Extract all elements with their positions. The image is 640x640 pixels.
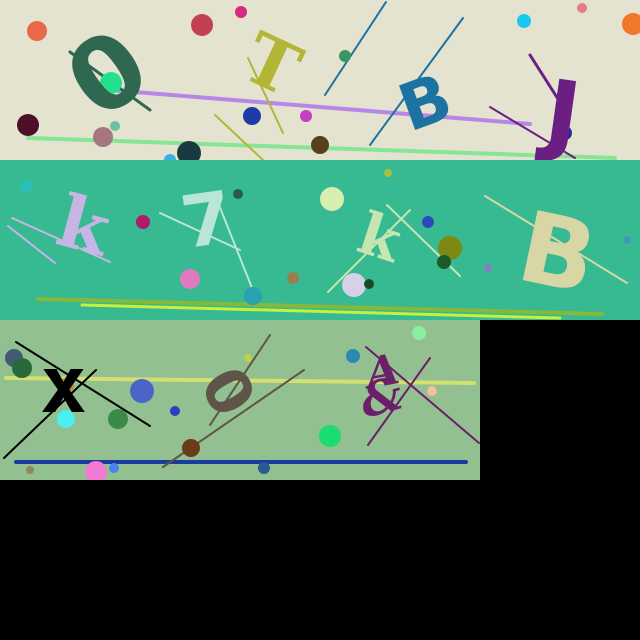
- noise-lines: [7, 194, 628, 320]
- empty-region-right: [480, 320, 640, 480]
- captcha-characters: x 0 A &: [40, 341, 409, 431]
- captcha-panel-3: x 0 A &: [0, 320, 480, 483]
- noise-dots: [17, 3, 640, 166]
- empty-region-bottom: [0, 480, 640, 640]
- panel-2-background: [0, 160, 640, 320]
- noise-dots: [5, 326, 437, 483]
- captcha-panel-2: k 7 k B: [0, 160, 640, 320]
- captcha-panel-1: 0 T B J: [0, 0, 640, 169]
- noise-dots: [20, 169, 631, 305]
- captcha-char: 7: [176, 175, 237, 265]
- captcha-char: x: [40, 341, 87, 431]
